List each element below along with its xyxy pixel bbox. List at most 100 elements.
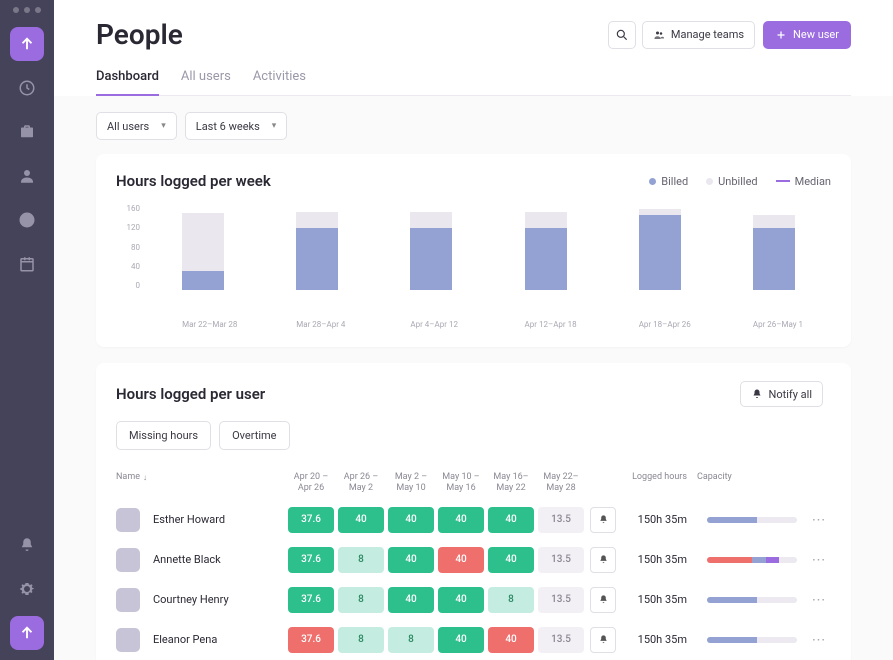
hours-cell: 37.6 (288, 627, 334, 653)
hours-cell: 40 (438, 587, 484, 613)
new-user-label: New user (793, 28, 839, 41)
user-name: Courtney Henry (153, 593, 286, 606)
hours-cell: 40 (438, 547, 484, 573)
capacity-bar (707, 517, 797, 523)
notify-all-label: Notify all (769, 388, 812, 401)
row-menu-button[interactable]: ⋯ (807, 592, 831, 608)
logged-hours: 150h 35m (617, 513, 687, 526)
avatar (116, 628, 140, 652)
chart-bar (639, 204, 681, 290)
notify-user-button[interactable] (590, 507, 616, 533)
sidebar-gear-icon[interactable] (10, 572, 44, 606)
users-filter-dropdown[interactable]: All users (96, 112, 177, 140)
sidebar-person-icon[interactable] (10, 159, 44, 193)
hours-cell: 37.6 (288, 507, 334, 533)
notify-all-button[interactable]: Notify all (740, 381, 823, 407)
hours-cell: 40 (438, 507, 484, 533)
header: People Manage teams New user Dashboard Al… (54, 0, 893, 96)
tabs: Dashboard All users Activities (96, 69, 851, 96)
user-row: Esther Howard37.64040404013.5150h 35m⋯ (116, 500, 831, 540)
chart-bar (410, 204, 452, 290)
legend-billed: Billed (661, 175, 688, 188)
hours-cell: 8 (488, 587, 534, 613)
missing-hours-pill[interactable]: Missing hours (116, 421, 211, 450)
hours-cell: 8 (388, 627, 434, 653)
logged-hours: 150h 35m (617, 553, 687, 566)
main-content: People Manage teams New user Dashboard Al… (54, 0, 893, 660)
legend-median: Median (795, 175, 831, 188)
range-filter-label: Last 6 weeks (196, 120, 260, 133)
name-column-header[interactable]: Name↓ (116, 472, 286, 482)
new-user-button[interactable]: New user (763, 21, 851, 49)
hours-cell: 13.5 (538, 547, 584, 573)
week-column-header: May 16–May 22 (486, 472, 536, 494)
legend-unbilled: Unbilled (718, 175, 757, 188)
chart-x-labels: Mar 22–Mar 28Mar 28–Apr 4Apr 4–Apr 12Apr… (146, 320, 831, 329)
user-name: Annette Black (153, 553, 286, 566)
sidebar-briefcase-icon[interactable] (10, 115, 44, 149)
chart-bar (296, 204, 338, 290)
user-section-title: Hours logged per user (116, 385, 740, 403)
avatar (116, 548, 140, 572)
users-filter-label: All users (107, 120, 149, 133)
notify-user-button[interactable] (590, 627, 616, 653)
tab-dashboard[interactable]: Dashboard (96, 69, 159, 96)
page-title: People (96, 18, 608, 51)
avatar (116, 588, 140, 612)
user-name: Esther Howard (153, 513, 286, 526)
notify-user-button[interactable] (590, 587, 616, 613)
week-column-header: Apr 26 –May 2 (336, 472, 386, 494)
sidebar-logo-bottom[interactable] (10, 616, 44, 650)
hours-cell: 40 (488, 507, 534, 533)
sidebar-logo[interactable] (10, 27, 44, 61)
hours-cell: 13.5 (538, 507, 584, 533)
hours-cell: 40 (338, 507, 384, 533)
overtime-pill[interactable]: Overtime (219, 421, 289, 450)
sidebar-calendar-icon[interactable] (10, 247, 44, 281)
row-menu-button[interactable]: ⋯ (807, 512, 831, 528)
row-menu-button[interactable]: ⋯ (807, 552, 831, 568)
chart-bar (525, 204, 567, 290)
sidebar-bell-icon[interactable] (10, 528, 44, 562)
filter-row: All users Last 6 weeks (96, 112, 851, 140)
manage-teams-label: Manage teams (671, 28, 744, 41)
chart-bar (753, 204, 795, 290)
user-row: Courtney Henry37.684040813.5150h 35m⋯ (116, 580, 831, 620)
week-column-header: Apr 20 –Apr 26 (286, 472, 336, 494)
sidebar-pie-icon[interactable] (10, 203, 44, 237)
chart-bars (146, 204, 831, 290)
capacity-column-header: Capacity (687, 472, 807, 482)
tab-activities[interactable]: Activities (253, 69, 306, 95)
row-menu-button[interactable]: ⋯ (807, 632, 831, 648)
tab-all-users[interactable]: All users (181, 69, 231, 95)
chart-legend: Billed Unbilled Median (649, 175, 831, 188)
logged-hours: 150h 35m (617, 593, 687, 606)
chart-y-axis: 16012080400 (116, 204, 146, 290)
window-controls (13, 7, 41, 13)
user-table-head: Name↓Apr 20 –Apr 26Apr 26 –May 2May 2 –M… (116, 466, 831, 500)
user-name: Eleanor Pena (153, 633, 286, 646)
hours-cell: 8 (338, 587, 384, 613)
capacity-bar (707, 597, 797, 603)
hours-per-user-card: Hours logged per user Notify all Missing… (96, 363, 851, 660)
capacity-bar (707, 557, 797, 563)
chart-title: Hours logged per week (116, 172, 649, 190)
hours-cell: 40 (388, 547, 434, 573)
week-column-header: May 2 –May 10 (386, 472, 436, 494)
manage-teams-button[interactable]: Manage teams (642, 21, 755, 49)
week-column-header: May 10 –May 16 (436, 472, 486, 494)
chart-bar (182, 204, 224, 290)
range-filter-dropdown[interactable]: Last 6 weeks (185, 112, 288, 140)
user-row: Annette Black37.6840404013.5150h 35m⋯ (116, 540, 831, 580)
logged-hours: 150h 35m (617, 633, 687, 646)
sidebar-time-icon[interactable] (10, 71, 44, 105)
logged-column-header: Logged hours (617, 472, 687, 482)
hours-cell: 40 (488, 547, 534, 573)
capacity-bar (707, 637, 797, 643)
user-table-body: Esther Howard37.64040404013.5150h 35m⋯An… (116, 500, 831, 660)
search-button[interactable] (608, 21, 636, 49)
notify-user-button[interactable] (590, 547, 616, 573)
hours-cell: 8 (338, 547, 384, 573)
hours-cell: 40 (388, 587, 434, 613)
hours-cell: 37.6 (288, 547, 334, 573)
